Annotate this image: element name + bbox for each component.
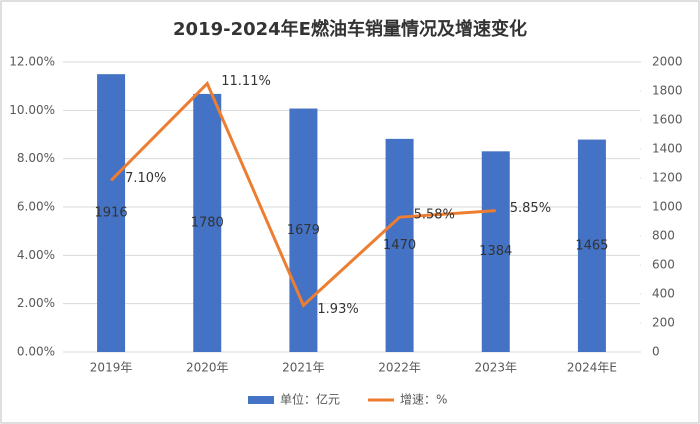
x-tick-label: 2019年: [90, 361, 133, 375]
y2-tick-label: 0: [652, 345, 660, 359]
data-label: 1384: [479, 244, 512, 259]
y2-tick-label: 800: [652, 229, 675, 243]
data-label: 5.85%: [510, 201, 551, 216]
y-tick-label: 12.00%: [9, 55, 55, 69]
data-label: 1916: [95, 206, 128, 221]
bar: [193, 93, 222, 353]
bar: [385, 138, 414, 352]
y-tick-label: 6.00%: [17, 200, 55, 214]
y2-tick-label: 1800: [652, 84, 683, 98]
legend-label: 单位：亿元: [280, 392, 340, 407]
y2-tick-label: 200: [652, 316, 675, 330]
data-label: 1679: [287, 223, 320, 238]
y2-tick-label: 400: [652, 287, 675, 301]
y2-tick-label: 1400: [652, 142, 683, 156]
data-label: 5.58%: [414, 208, 455, 223]
y2-tick-label: 1200: [652, 171, 683, 185]
x-tick-label: 2020年: [186, 361, 229, 375]
line: [110, 80, 496, 308]
y2-tick-label: 1600: [652, 113, 683, 127]
y2-tick-label: 2000: [652, 55, 683, 69]
y-tick-label: 4.00%: [17, 248, 55, 262]
legend-swatch: [248, 396, 274, 404]
x-tick-label: 2024年E: [567, 361, 617, 375]
bar: [577, 139, 606, 352]
x-tick-label: 2022年: [378, 361, 421, 375]
bar: [289, 108, 318, 352]
y2-tick-label: 600: [652, 258, 675, 272]
y2-tick-label: 1000: [652, 200, 683, 214]
data-label: 11.11%: [221, 74, 271, 89]
y-tick-label: 0.00%: [17, 345, 55, 359]
x-tick-label: 2023年: [474, 361, 517, 375]
legend-label: 增速：%: [400, 393, 447, 407]
y-tick-label: 8.00%: [17, 151, 55, 165]
y-tick-label: 10.00%: [9, 103, 55, 117]
x-tick-label: 2021年: [282, 361, 325, 375]
data-label: 1.93%: [317, 302, 358, 317]
data-label: 1470: [383, 238, 416, 253]
y-tick-label: 2.00%: [17, 296, 55, 310]
data-label: 1780: [191, 215, 224, 230]
chart-title: 2019-2024年E燃油车销量情况及增速变化: [173, 18, 527, 40]
bar: [97, 74, 126, 353]
bar: [481, 151, 510, 352]
data-label: 1465: [575, 238, 608, 253]
data-label: 7.10%: [125, 171, 166, 186]
